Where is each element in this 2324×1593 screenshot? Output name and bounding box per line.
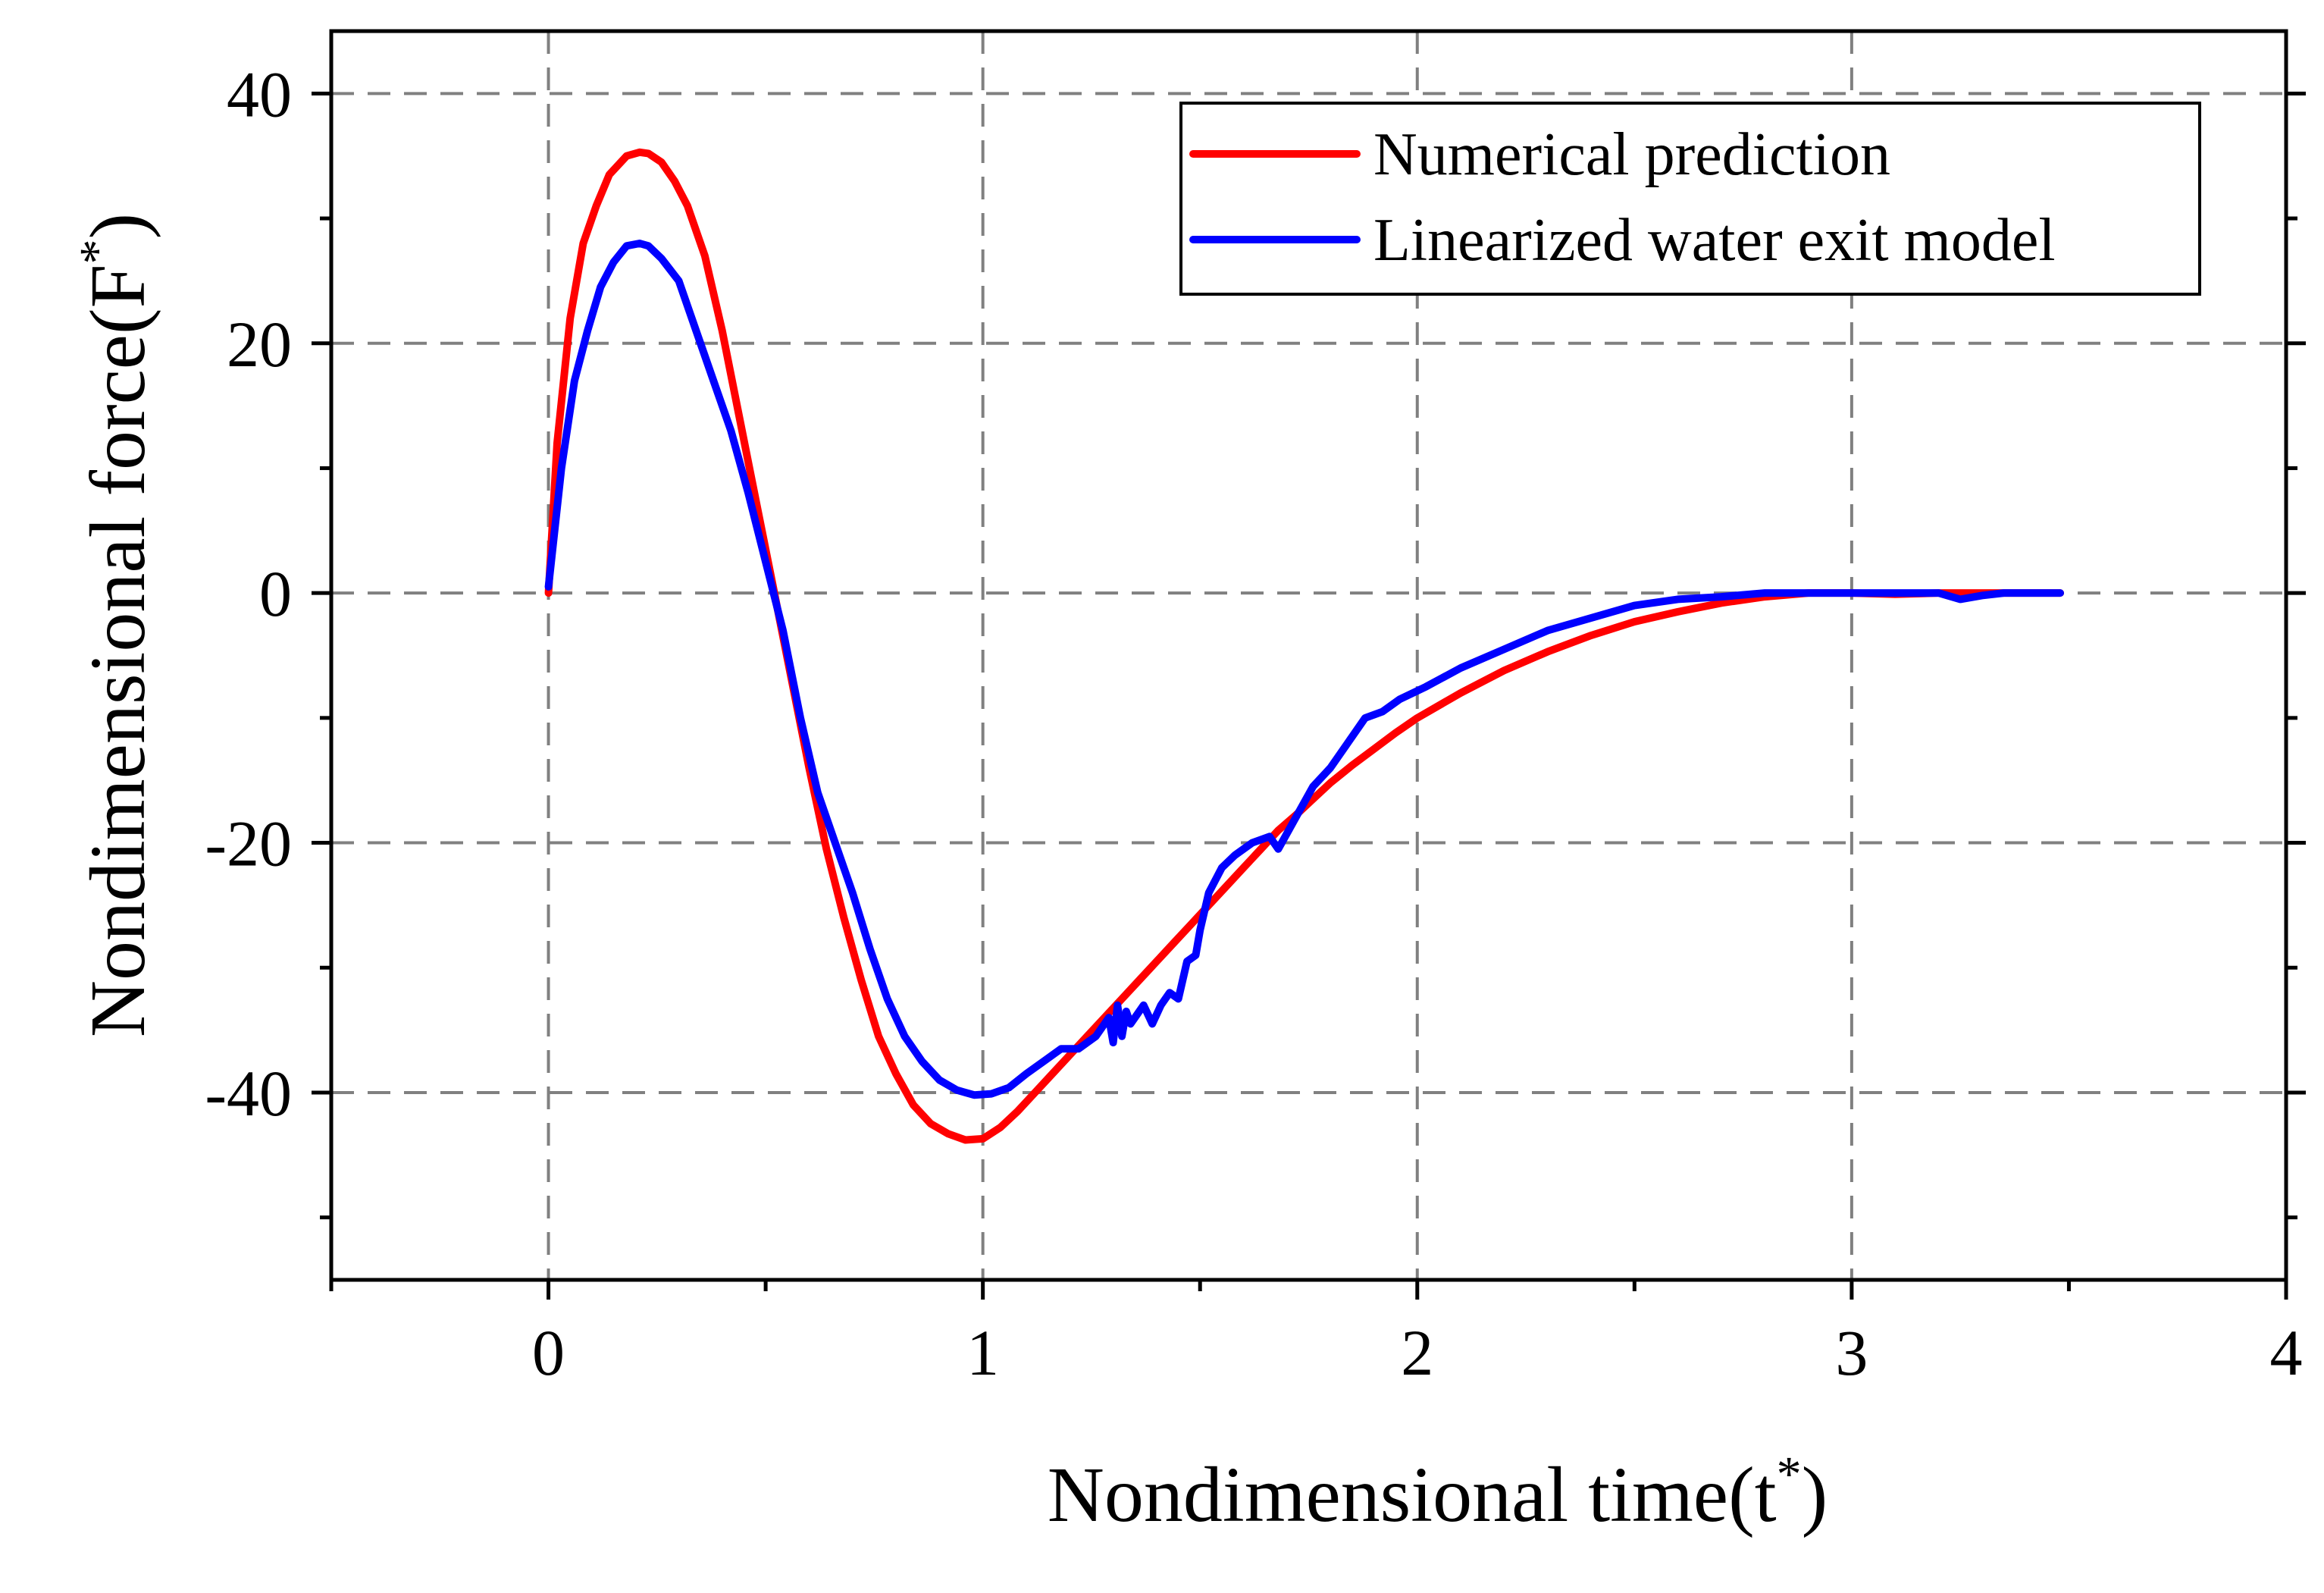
- y-tick-label: -20: [205, 807, 292, 880]
- legend: Numerical prediction Linearized water ex…: [1179, 102, 2201, 296]
- y-tick-label: 20: [227, 308, 292, 381]
- x-axis-title-close: ): [1802, 1451, 1828, 1538]
- series-lines: [544, 148, 2064, 1144]
- y-tick-label: 40: [227, 58, 292, 130]
- grid-lines: [331, 31, 2286, 1280]
- x-tick-label: 4: [2270, 1316, 2303, 1389]
- y-tick-label: -40: [205, 1057, 292, 1130]
- axis-tick-labels: 0 1 2 3 4 -40 -20 0 20 40: [205, 58, 2302, 1389]
- x-tick-label: 0: [532, 1316, 565, 1389]
- y-axis-title-close: ): [74, 213, 161, 240]
- x-tick-label: 3: [1835, 1316, 1868, 1389]
- axis-ticks: [312, 91, 2306, 1300]
- y-axis-title-main: Nondimensional force(F: [74, 265, 161, 1038]
- plot-frame: [329, 29, 2288, 1282]
- series-line-linearized-water-exit-model: [544, 240, 2064, 1099]
- legend-label-numerical-prediction: Numerical prediction: [1373, 121, 1890, 188]
- legend-label-linearized-water-exit-model: Linearized water exit model: [1373, 207, 2056, 274]
- y-axis-title-superscript: *: [70, 240, 125, 265]
- x-tick-label: 2: [1401, 1316, 1433, 1389]
- x-tick-label: 1: [966, 1316, 999, 1389]
- x-axis-title-superscript: *: [1777, 1447, 1802, 1502]
- y-axis-title: Nondimensional force(F*): [70, 213, 161, 1037]
- legend-box: [1179, 102, 2201, 296]
- x-axis-title: Nondimensional time(t*): [1048, 1447, 1828, 1538]
- y-tick-label: 0: [259, 557, 292, 630]
- x-axis-title-main: Nondimensional time(t: [1048, 1451, 1777, 1538]
